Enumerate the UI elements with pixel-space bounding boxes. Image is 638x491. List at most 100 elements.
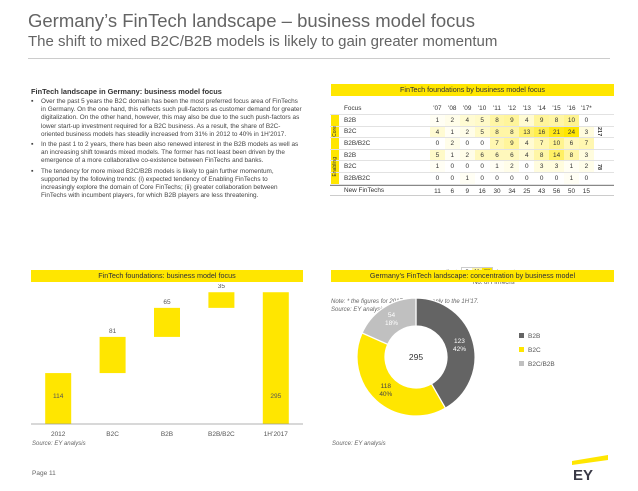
matrix-year: '10 bbox=[477, 105, 487, 112]
matrix-group-box bbox=[331, 138, 339, 149]
waterfall-category-label: 2012 bbox=[51, 431, 66, 438]
matrix-group-side: Core bbox=[330, 126, 340, 137]
matrix-cell: 24 bbox=[564, 126, 579, 138]
matrix-group-box bbox=[331, 172, 339, 184]
matrix-cell: 4 bbox=[519, 115, 535, 126]
matrix-cell: 9 bbox=[504, 138, 520, 149]
matrix-cell: 13 bbox=[519, 126, 535, 138]
matrix-cell: 8 bbox=[564, 149, 579, 161]
matrix-group-total-side bbox=[594, 150, 604, 161]
matrix-year: '09 bbox=[463, 105, 472, 112]
matrix-cell: 0 bbox=[444, 161, 460, 172]
matrix-group-side bbox=[330, 172, 340, 184]
donut-legend-label: B2C/B2B bbox=[528, 361, 555, 368]
donut-legend-swatch bbox=[519, 333, 524, 338]
matrix-group-box bbox=[331, 115, 339, 126]
matrix-cell: 0 bbox=[578, 172, 594, 184]
matrix-cell: 0 bbox=[489, 172, 505, 184]
matrix-total-cell: 11 bbox=[434, 187, 441, 195]
bullet-item: Over the past 5 years the B2C domain has… bbox=[31, 98, 303, 139]
matrix-row: B2B/B2C 0 2 0 0 7 9 4 7 10 6 7 bbox=[330, 138, 614, 150]
matrix-cell: 0 bbox=[459, 161, 475, 172]
matrix-cell: 8 bbox=[489, 126, 505, 138]
matrix-total-cell: 56 bbox=[553, 187, 561, 195]
matrix-year: '15 bbox=[552, 105, 561, 112]
page-subtitle: The shift to mixed B2C/B2B models is lik… bbox=[28, 33, 498, 50]
matrix-cell: 2 bbox=[504, 161, 520, 172]
matrix-heading: FinTech foundations by business model fo… bbox=[331, 84, 614, 96]
donut-slice bbox=[415, 297, 476, 409]
matrix-cell: 0 bbox=[444, 172, 460, 184]
matrix-total-cell: 30 bbox=[493, 187, 501, 195]
matrix-group-total-side bbox=[594, 138, 604, 149]
matrix-cell: 7 bbox=[489, 138, 505, 149]
matrix-row-label: B2C bbox=[344, 163, 357, 171]
matrix-group-total-side bbox=[594, 115, 604, 126]
matrix-cell: 16 bbox=[534, 126, 550, 138]
matrix-header-row: Focus '07 '08 '09 '10 '11 '12 '13 '14 '15 '16 '17* bbox=[330, 103, 614, 115]
matrix-side-spacer bbox=[330, 186, 340, 196]
ey-logo-text: EY bbox=[573, 467, 593, 481]
matrix-cell: 6 bbox=[474, 149, 490, 161]
matrix-group-total-side: 217 bbox=[594, 127, 604, 138]
matrix-side-spacer bbox=[594, 103, 604, 114]
matrix-group-side bbox=[330, 138, 340, 149]
matrix-cell: 8 bbox=[534, 149, 550, 161]
matrix-row-label: B2B bbox=[344, 151, 357, 159]
matrix-side-spacer bbox=[330, 103, 340, 114]
bullet-item: The tendency for more mixed B2C/B2B mode… bbox=[31, 168, 303, 201]
matrix-cell: 14 bbox=[549, 149, 565, 161]
matrix-col-header: Focus bbox=[344, 105, 362, 112]
matrix-cell: 9 bbox=[534, 115, 550, 126]
matrix-cell: 1 bbox=[459, 172, 475, 184]
matrix-total-label: New FinTechs bbox=[344, 186, 385, 194]
donut-legend-label: B2B bbox=[528, 333, 540, 340]
matrix-cell: 0 bbox=[474, 172, 490, 184]
left-bullets: Over the past 5 years the B2C domain has… bbox=[31, 98, 303, 202]
matrix-year: '14 bbox=[537, 105, 546, 112]
matrix-cell: 1 bbox=[430, 115, 445, 126]
matrix-group-box: Enabling bbox=[331, 157, 339, 176]
matrix-cell: 1 bbox=[564, 161, 579, 172]
donut-center-label: 295 bbox=[409, 352, 423, 362]
matrix-total-cell: 16 bbox=[478, 187, 486, 195]
matrix-year: '17* bbox=[580, 105, 592, 112]
waterfall-bar bbox=[154, 307, 180, 337]
waterfall-category-label: B2C bbox=[106, 431, 119, 438]
waterfall-data-label: 114 bbox=[53, 393, 64, 400]
matrix-total-cell: 6 bbox=[450, 187, 455, 195]
matrix-group-box: Core bbox=[331, 126, 339, 137]
matrix-group-side: Enabling bbox=[330, 157, 340, 176]
page-number: Page 11 bbox=[32, 470, 56, 477]
matrix-cell: 5 bbox=[474, 115, 490, 126]
matrix-total-cell: 15 bbox=[582, 187, 590, 195]
matrix-year: '13 bbox=[522, 105, 531, 112]
matrix-row: B2B 1 2 4 5 8 9 4 9 8 10 0 bbox=[330, 115, 614, 127]
matrix-cell: 21 bbox=[549, 126, 565, 138]
waterfall-data-label: 65 bbox=[163, 299, 171, 306]
matrix-row: Core B2C 4 1 2 5 8 8 13 16 21 24 3 217 bbox=[330, 126, 614, 139]
bullet-item: In the past 1 to 2 years, there has been… bbox=[31, 141, 303, 166]
matrix-row-label: B2B/B2C bbox=[344, 139, 371, 147]
matrix-year: '07 bbox=[433, 105, 442, 112]
matrix-row: B2B/B2C 0 0 1 0 0 0 0 0 0 1 0 bbox=[330, 172, 614, 185]
matrix-cell: 4 bbox=[459, 115, 475, 126]
matrix-cell: 6 bbox=[504, 149, 520, 161]
matrix-cell: 0 bbox=[504, 172, 520, 184]
matrix-cell: 1 bbox=[444, 149, 460, 161]
matrix-total-cell: 25 bbox=[523, 187, 531, 195]
waterfall-data-label: 295 bbox=[270, 393, 281, 400]
waterfall-bar bbox=[208, 292, 235, 308]
waterfall-category-label: B2B bbox=[161, 431, 173, 438]
waterfall-bar bbox=[45, 373, 72, 424]
matrix-cell: 6 bbox=[489, 149, 505, 161]
matrix-cell: 0 bbox=[459, 138, 475, 149]
donut-legend-swatch bbox=[519, 361, 524, 366]
waterfall-source: Source: EY analysis bbox=[32, 441, 86, 447]
matrix-year: '16 bbox=[567, 105, 576, 112]
matrix-cell: 8 bbox=[549, 115, 565, 126]
matrix-total-cell: 9 bbox=[465, 187, 469, 195]
matrix-group-side bbox=[330, 149, 340, 161]
matrix-cell: 0 bbox=[430, 172, 445, 184]
